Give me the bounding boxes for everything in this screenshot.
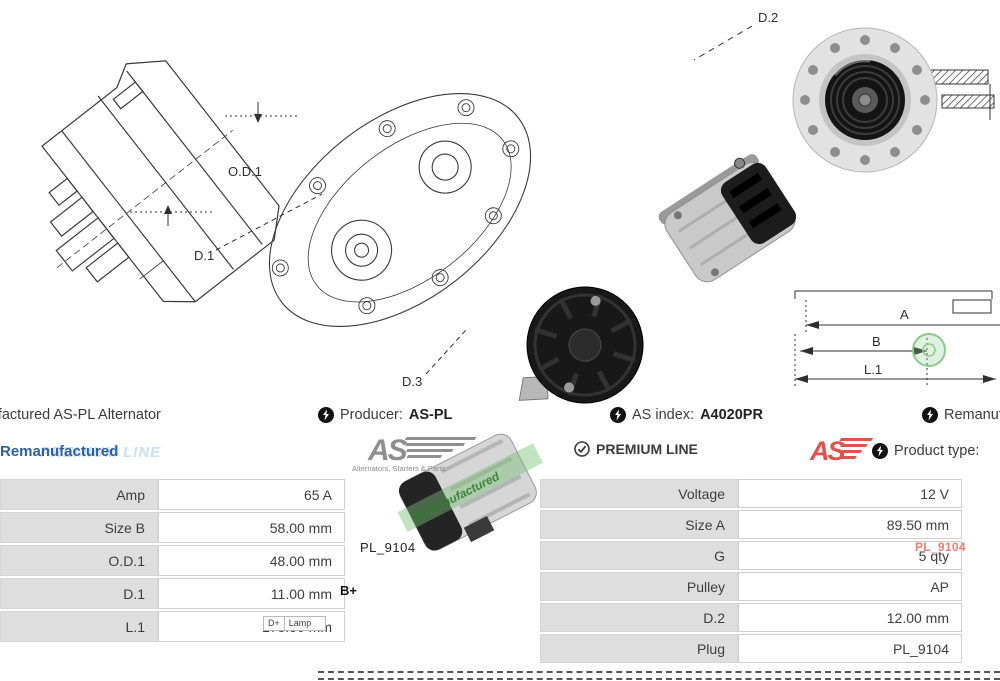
spec-label: D.2 [540, 603, 738, 632]
spec-value: 11.00 mm [158, 578, 345, 609]
spec-label: D.1 [0, 578, 158, 609]
spec-label: Amp [0, 479, 158, 510]
spec-value: 12.00 mm [738, 603, 962, 632]
page-title: Remanufactured AS-PL Alternator [0, 407, 161, 423]
as-index-label: AS index: [632, 407, 695, 423]
thread-hatch-blocks [927, 69, 995, 120]
footer-dashed-line-2 [318, 678, 1000, 680]
table-row: L.1 178.50 mm [0, 611, 345, 642]
green-watermark-circle [912, 333, 946, 367]
table-row: Size B 58.00 mm [0, 512, 345, 543]
remanufactured-field: Remanufactured [922, 407, 1000, 423]
producer-label: Producer: [340, 407, 403, 423]
table-row: Plug PL_9104 [540, 634, 962, 663]
product-photo-front [792, 27, 938, 173]
product-line-name: Remanufactured [0, 443, 119, 460]
plug-code-red-label: PL_9104 [915, 540, 966, 554]
table-row: D.2 12.00 mm [540, 603, 962, 632]
table-row: Voltage 12 V [540, 479, 962, 508]
spec-label: L.1 [0, 611, 158, 642]
spec-label: Size A [540, 510, 738, 539]
product-photo-black [518, 286, 644, 404]
pin-name-cell: D+ [263, 616, 285, 631]
green-watermark-dot [922, 343, 936, 357]
premium-line-watermark: PREMIUM LINE [40, 444, 162, 461]
as-bullet-icon [610, 407, 626, 423]
producer-field: Producer: AS-PL [318, 407, 452, 423]
as-logo-text: AS [809, 436, 845, 466]
plug-code-label: PL_9104 [360, 540, 416, 555]
remanufactured-badge: Remanufactured [944, 407, 1000, 423]
side-view-drawing [41, 60, 280, 303]
table-row: Size A 89.50 mm [540, 510, 962, 539]
spec-value: PL_9104 [738, 634, 962, 663]
spec-value: 65 A [158, 479, 345, 510]
dim-label-d1: D.1 [194, 248, 214, 263]
product-type-label: Product type: [894, 443, 980, 459]
spec-value: 12 V [738, 479, 962, 508]
spec-value: AP [738, 572, 962, 601]
table-row: Pulley AP [540, 572, 962, 601]
side-view-dimensions [130, 102, 323, 251]
check-circle-icon [574, 441, 590, 457]
terminal-label: B+ [340, 583, 357, 598]
as-index-value: A4020PR [700, 407, 763, 423]
as-pl-logo-gray: AS Alternators, Starters & Parts [340, 431, 505, 478]
product-photo-rear [658, 154, 797, 283]
table-row: G 5 qty [540, 541, 962, 570]
as-logo-text: AS [367, 434, 408, 467]
length-dimensions [794, 290, 1000, 386]
spec-label: Plug [540, 634, 738, 663]
d3-leader [425, 329, 467, 375]
producer-value: AS-PL [408, 407, 453, 423]
dim-label-b: B [872, 334, 881, 349]
d2-leader [693, 25, 753, 61]
right-spec-table: Voltage 12 V Size A 89.50 mm G 5 qty Pul… [540, 477, 962, 665]
plug-pin-table: D+ Lamp [263, 616, 326, 631]
table-row: D.1 11.00 mm [0, 578, 345, 609]
as-index-field: AS index: A4020PR [610, 407, 763, 423]
dim-label-od1: O.D.1 [228, 164, 262, 179]
dim-label-l1: L.1 [864, 362, 882, 377]
spec-label: Voltage [540, 479, 738, 508]
as-logo-tagline: Alternators, Starters & Parts [352, 464, 446, 473]
premium-line-field: PREMIUM LINE [574, 441, 698, 457]
flange-drawing [268, 93, 532, 327]
product-photo-remanufactured: Remanufactured [397, 433, 543, 551]
spec-label: Pulley [540, 572, 738, 601]
dim-label-d3: D.3 [402, 374, 422, 389]
spec-value: 48.00 mm [158, 545, 345, 576]
pin-function-cell: Lamp [284, 616, 326, 631]
spec-value: 58.00 mm [158, 512, 345, 543]
spec-label: Size B [0, 512, 158, 543]
as-pl-logo-red: AS [796, 433, 876, 474]
as-bullet-icon [318, 407, 334, 423]
premium-line-label: PREMIUM LINE [596, 441, 698, 457]
footer-dashed-line-1 [318, 671, 1000, 673]
dim-label-d2: D.2 [758, 10, 778, 25]
spec-value: 89.50 mm [738, 510, 962, 539]
product-type-field: Product type: [872, 443, 979, 459]
dim-label-a: A [900, 307, 909, 322]
spec-value: 5 qty [738, 541, 962, 570]
as-bullet-icon [922, 407, 938, 423]
table-row: O.D.1 48.00 mm [0, 545, 345, 576]
table-row: Amp 65 A [0, 479, 345, 510]
spec-label: G [540, 541, 738, 570]
spec-label: O.D.1 [0, 545, 158, 576]
left-spec-table: Amp 65 A Size B 58.00 mm O.D.1 48.00 mm … [0, 477, 345, 644]
as-bullet-icon [872, 443, 888, 459]
